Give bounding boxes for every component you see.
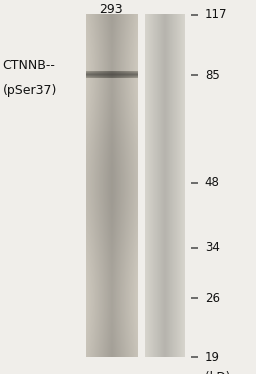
Text: (pSer37): (pSer37): [3, 83, 57, 96]
Text: 19: 19: [205, 351, 220, 364]
Text: 117: 117: [205, 9, 227, 21]
Text: 48: 48: [205, 176, 220, 189]
Text: CTNNB--: CTNNB--: [3, 59, 56, 72]
Text: 26: 26: [205, 292, 220, 304]
Text: 293: 293: [100, 3, 123, 16]
Text: 34: 34: [205, 241, 220, 254]
Text: (kD): (kD): [205, 371, 230, 374]
Text: 85: 85: [205, 68, 220, 82]
